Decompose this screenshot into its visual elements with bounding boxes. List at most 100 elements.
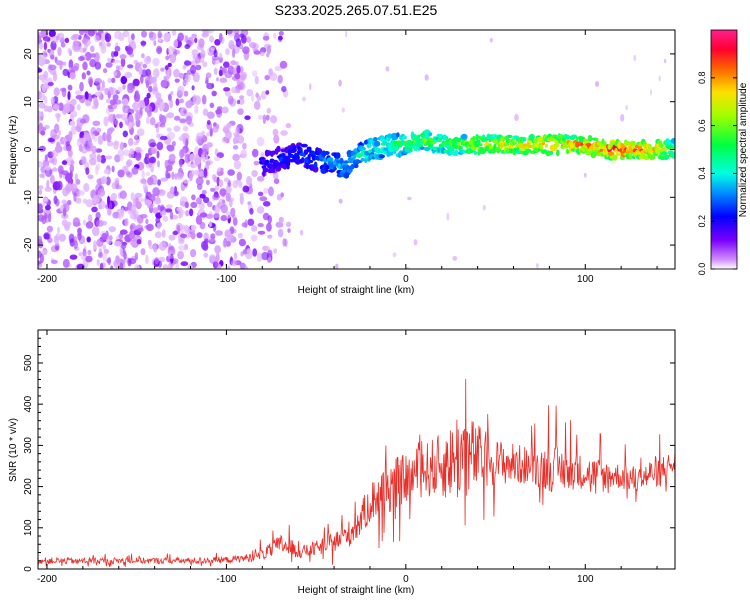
- noise-speck: [201, 32, 209, 38]
- colorbar-tick-label: 0.6: [697, 119, 707, 132]
- ridge-cell: [333, 166, 337, 171]
- noise-speck: [178, 245, 186, 251]
- noise-speck: [61, 199, 67, 204]
- noise-speck: [230, 207, 236, 218]
- noise-speck: [111, 165, 115, 173]
- noise-speck: [173, 125, 181, 132]
- noise-speck: [242, 185, 250, 193]
- ridge-cell: [292, 146, 297, 153]
- ridge-cell: [328, 169, 336, 173]
- noise-speck: [59, 169, 63, 179]
- noise-speck: [205, 154, 209, 160]
- noise-speck: [64, 221, 71, 232]
- noise-speck: [277, 228, 284, 238]
- noise-speck: [102, 244, 106, 251]
- noise-speck: [119, 121, 123, 129]
- noise-speck: [98, 252, 103, 259]
- noise-speck: [38, 235, 43, 243]
- noise-speck: [246, 36, 252, 43]
- noise-speck: [139, 107, 143, 116]
- noise-speck: [230, 60, 237, 66]
- noise-speck: [200, 49, 206, 59]
- noise-speck: [259, 196, 268, 202]
- noise-speck: [62, 258, 70, 268]
- noise-speck: [174, 115, 181, 121]
- noise-speck: [252, 70, 258, 77]
- noise-speck: [42, 197, 48, 202]
- noise-speck: [489, 37, 493, 43]
- noise-speck: [237, 232, 243, 239]
- noise-speck: [273, 248, 278, 254]
- noise-speck: [392, 252, 397, 258]
- noise-speck: [205, 179, 210, 186]
- noise-speck: [154, 197, 162, 205]
- noise-speck: [156, 160, 161, 168]
- ridge-cell: [360, 157, 365, 162]
- noise-speck: [80, 155, 87, 165]
- noise-speck: [482, 204, 486, 211]
- noise-speck: [90, 127, 97, 137]
- noise-speck: [191, 85, 195, 91]
- ridge-cell: [449, 151, 454, 155]
- noise-speck: [159, 122, 166, 128]
- noise-speck: [80, 118, 86, 124]
- noise-speck: [100, 154, 107, 164]
- noise-speck: [67, 47, 72, 54]
- noise-speck: [214, 261, 219, 268]
- noise-speck: [127, 85, 134, 94]
- ridge-cell: [271, 159, 279, 165]
- noise-speck: [177, 85, 185, 95]
- noise-speck: [114, 154, 121, 163]
- noise-speck: [129, 240, 138, 246]
- noise-speck: [38, 145, 46, 152]
- noise-speck: [89, 153, 97, 160]
- noise-speck: [202, 156, 206, 163]
- noise-speck: [117, 149, 125, 157]
- noise-speck: [64, 37, 70, 44]
- noise-speck: [113, 30, 122, 40]
- noise-speck: [99, 262, 104, 269]
- noise-speck: [162, 264, 169, 269]
- noise-speck: [268, 186, 274, 197]
- noise-speck: [413, 239, 418, 246]
- noise-speck: [121, 98, 129, 106]
- noise-speck: [89, 158, 97, 166]
- noise-speck: [225, 211, 231, 219]
- ridge-cell: [565, 148, 570, 155]
- noise-speck: [55, 35, 60, 41]
- x-tick-label: -200: [37, 574, 57, 585]
- noise-speck: [102, 252, 108, 262]
- noise-speck: [114, 177, 120, 184]
- noise-speck: [260, 51, 265, 57]
- noise-speck: [194, 55, 201, 64]
- noise-speck: [177, 250, 185, 260]
- snr-series-line: [38, 378, 675, 567]
- noise-speck: [70, 66, 79, 72]
- noise-speck: [150, 164, 155, 173]
- noise-speck: [166, 191, 175, 199]
- noise-speck: [225, 48, 230, 55]
- noise-speck: [446, 212, 450, 221]
- noise-speck: [52, 134, 60, 140]
- noise-speck: [62, 234, 67, 241]
- colorbar-gradient: [710, 29, 738, 270]
- noise-speck: [126, 159, 133, 167]
- noise-speck: [153, 40, 157, 46]
- noise-speck: [115, 42, 119, 47]
- noise-speck: [90, 142, 94, 150]
- x-tick-label: 100: [577, 274, 594, 285]
- ridge-cell: [670, 137, 675, 145]
- noise-speck: [134, 133, 138, 141]
- noise-speck: [257, 191, 264, 197]
- noise-speck: [109, 87, 118, 96]
- ridge-cell: [324, 151, 330, 155]
- noise-speck: [341, 107, 345, 113]
- noise-speck: [149, 76, 157, 84]
- ridge-cell: [417, 134, 421, 138]
- noise-speck: [82, 61, 88, 71]
- noise-speck: [146, 223, 154, 232]
- noise-speck: [202, 61, 208, 68]
- noise-speck: [109, 99, 116, 106]
- noise-speck: [42, 159, 50, 168]
- noise-speck: [110, 265, 114, 269]
